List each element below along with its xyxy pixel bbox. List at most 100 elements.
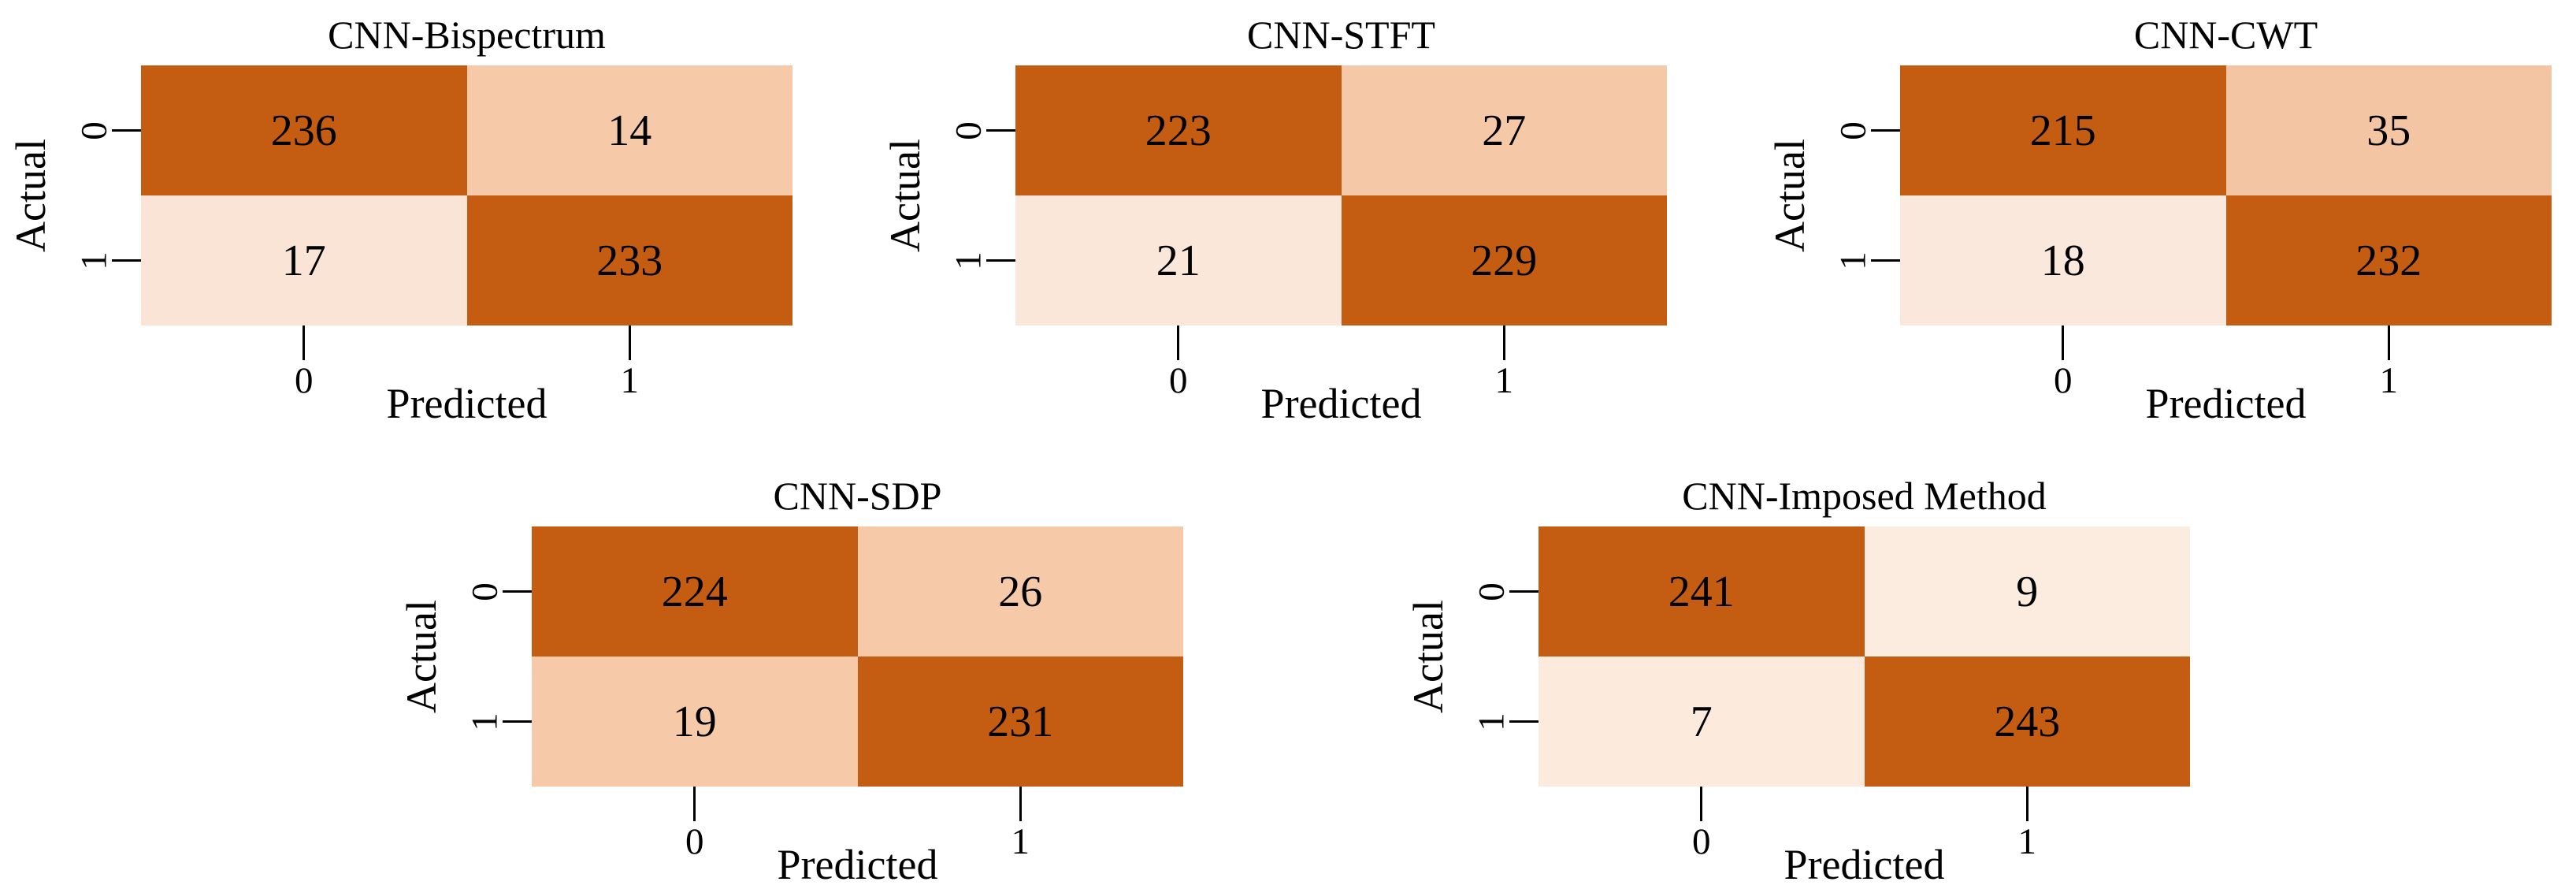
y-tick-mark: [986, 129, 1015, 132]
y-axis-label: Actual: [7, 139, 54, 252]
x-axis-label: Predicted: [2145, 380, 2307, 427]
cell-value: 18: [2040, 236, 2085, 285]
heatmap-grid: 215 35 18 232: [1900, 65, 2552, 325]
y-tick-label: 1: [1832, 251, 1874, 270]
x-tick-label: 1: [1011, 821, 1030, 862]
x-tick-label: 0: [295, 360, 314, 401]
cell-value: 236: [270, 106, 337, 155]
matrix-cell: 35: [2225, 65, 2552, 195]
y-tick-mark: [503, 720, 532, 723]
y-tick-mark: [986, 259, 1015, 262]
cell-value: 14: [607, 106, 652, 155]
heatmap-grid: 223 27 21 229: [1015, 65, 1667, 325]
x-tick-mark: [303, 325, 306, 360]
y-tick-mark: [1509, 590, 1539, 593]
y-tick-mark: [1871, 129, 1900, 132]
x-tick-label: 0: [1169, 360, 1188, 401]
y-tick-label: 0: [464, 582, 506, 601]
matrix-cell: 14: [466, 65, 792, 195]
x-tick-mark: [1177, 325, 1180, 360]
matrix-cell: 19: [532, 657, 858, 787]
x-tick-mark: [2025, 787, 2029, 821]
matrix-cell: 231: [857, 657, 1183, 787]
cell-value: 223: [1145, 106, 1212, 155]
matrix-cell: 224: [532, 526, 858, 657]
cell-value: 215: [2029, 106, 2096, 155]
cell-value: 21: [1156, 236, 1201, 285]
matrix-cell: 17: [141, 195, 467, 325]
cell-value: 19: [672, 697, 717, 746]
matrix-cell: 223: [1015, 65, 1342, 195]
x-tick-mark: [1502, 325, 1505, 360]
chart-title: CNN-CWT: [2133, 13, 2318, 57]
confusion-matrix-panel: CNN-STFT Actual 0 1 223 27 21 229 0 1 Pr…: [882, 15, 1667, 425]
matrix-cell: 241: [1539, 526, 1865, 657]
confusion-matrix-panel: CNN-CWT Actual 0 1 215 35 18 232 0 1 Pre…: [1766, 15, 2552, 425]
heatmap-grid: 236 14 17 233: [141, 65, 792, 325]
y-tick-label: 0: [1471, 582, 1513, 601]
cell-value: 9: [2016, 567, 2039, 616]
x-axis-label: Predicted: [777, 841, 938, 888]
x-tick-label: 1: [1494, 360, 1514, 401]
x-tick-label: 0: [2054, 360, 2073, 401]
matrix-cell: 18: [1900, 195, 2226, 325]
y-tick-label: 1: [73, 251, 115, 270]
x-tick-mark: [1700, 787, 1703, 821]
y-tick-label: 0: [948, 121, 989, 140]
matrix-cell: 215: [1900, 65, 2226, 195]
y-tick-label: 1: [1471, 712, 1513, 731]
y-tick-label: 0: [1832, 121, 1874, 140]
matrix-cell: 21: [1015, 195, 1342, 325]
cell-value: 241: [1668, 567, 1735, 616]
confusion-matrix-panel: CNN-Imposed Method Actual 0 1 241 9 7 24…: [1405, 476, 2190, 886]
heatmap-grid: 224 26 19 231: [532, 526, 1183, 787]
y-tick-mark: [503, 590, 532, 593]
cell-value: 224: [661, 567, 728, 616]
y-axis-label: Actual: [1766, 139, 1813, 252]
y-tick-label: 1: [464, 712, 506, 731]
matrix-cell: 243: [1864, 657, 2190, 787]
x-tick-mark: [1019, 787, 1022, 821]
matrix-cell: 9: [1864, 526, 2190, 657]
x-axis-label: Predicted: [1784, 841, 1945, 888]
x-tick-mark: [2387, 325, 2390, 360]
x-tick-label: 1: [2379, 360, 2399, 401]
x-tick-label: 0: [1692, 821, 1711, 862]
chart-title: CNN-Bispectrum: [328, 13, 606, 57]
y-tick-label: 1: [948, 251, 989, 270]
cell-value: 7: [1690, 697, 1713, 746]
confusion-matrix-panel: CNN-Bispectrum Actual 0 1 236 14 17 233 …: [7, 15, 792, 425]
heatmap-grid: 241 9 7 243: [1539, 526, 2190, 787]
y-axis-label: Actual: [398, 600, 445, 713]
confusion-matrix-panel: CNN-SDP Actual 0 1 224 26 19 231 0 1 Pre…: [398, 476, 1183, 886]
chart-title: CNN-STFT: [1247, 13, 1435, 57]
matrix-cell: 232: [2225, 195, 2552, 325]
matrix-cell: 229: [1341, 195, 1667, 325]
cell-value: 35: [2366, 106, 2411, 155]
cell-value: 17: [281, 236, 326, 285]
x-tick-mark: [2062, 325, 2065, 360]
matrix-cell: 7: [1539, 657, 1865, 787]
y-tick-mark: [1509, 720, 1539, 723]
matrix-cell: 236: [141, 65, 467, 195]
cell-value: 232: [2355, 236, 2422, 285]
chart-title: CNN-Imposed Method: [1682, 474, 2047, 518]
cell-value: 26: [998, 567, 1043, 616]
cell-value: 231: [987, 697, 1054, 746]
x-axis-label: Predicted: [1260, 380, 1422, 427]
y-tick-label: 0: [73, 121, 115, 140]
cell-value: 233: [596, 236, 663, 285]
x-axis-label: Predicted: [386, 380, 547, 427]
cell-value: 229: [1471, 236, 1538, 285]
y-axis-label: Actual: [1405, 600, 1452, 713]
x-tick-mark: [628, 325, 631, 360]
matrix-cell: 27: [1341, 65, 1667, 195]
cell-value: 27: [1482, 106, 1527, 155]
x-tick-label: 1: [620, 360, 640, 401]
y-tick-mark: [112, 259, 141, 262]
matrix-cell: 26: [857, 526, 1183, 657]
chart-title: CNN-SDP: [773, 474, 942, 518]
matrix-cell: 233: [466, 195, 792, 325]
y-axis-label: Actual: [882, 139, 929, 252]
